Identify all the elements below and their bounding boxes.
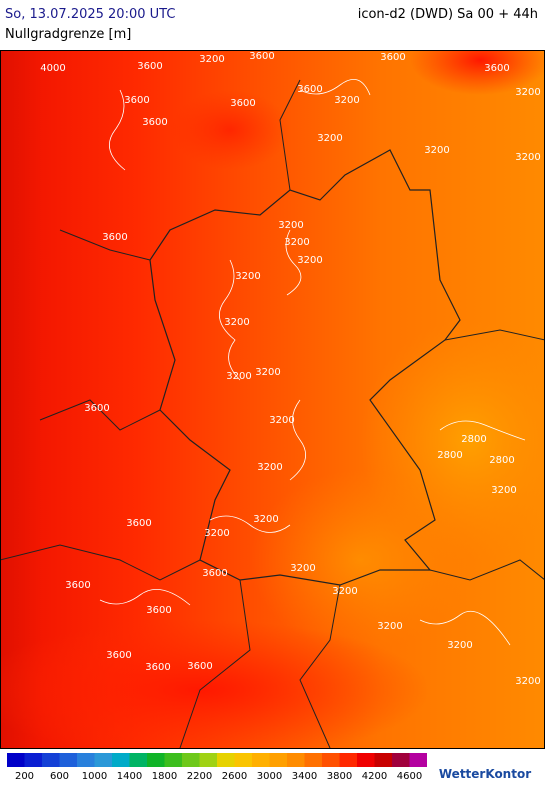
contour-label: 3600	[124, 95, 149, 106]
contour-label: 3200	[278, 220, 303, 231]
legend-swatch	[147, 753, 165, 767]
contour-label: 3200	[253, 514, 278, 525]
contour-label: 3200	[317, 133, 342, 144]
legend-swatch	[129, 753, 147, 767]
warm-area	[250, 470, 470, 650]
contour-line	[99, 78, 526, 646]
legend-tick-label: 3000	[257, 771, 282, 782]
datetime: So, 13.07.2025 20:00 UTC	[5, 7, 175, 22]
legend-swatch	[77, 753, 95, 767]
legend-tick-label: 2600	[222, 771, 247, 782]
legend-tick-label: 4600	[397, 771, 422, 782]
contour-label: 3200	[297, 255, 322, 266]
contour-label: 4000	[40, 63, 65, 74]
legend-swatch	[59, 753, 77, 767]
contour-label: 3600	[137, 61, 162, 72]
legend-swatch	[182, 753, 200, 767]
contour-label: 2800	[489, 455, 514, 466]
legend-swatch	[304, 753, 322, 767]
contour-label: 3600	[65, 580, 90, 591]
parameter: Nullgradgrenze [m]	[5, 27, 131, 42]
legend-tick-label: 600	[50, 771, 69, 782]
legend-swatch	[94, 753, 112, 767]
contour-label: 3600	[380, 52, 405, 63]
legend-swatch	[409, 753, 427, 767]
legend-tick-label: 4200	[362, 771, 387, 782]
legend-swatch	[217, 753, 235, 767]
country-border	[1, 79, 544, 748]
contour-label: 3200	[199, 54, 224, 65]
legend-tick-label: 1400	[117, 771, 142, 782]
legend-swatch	[357, 753, 375, 767]
contour-label: 3200	[424, 145, 449, 156]
model-run: icon-d2 (DWD) Sa 00 + 44h	[358, 7, 538, 22]
legend-swatch	[339, 753, 357, 767]
contour-label: 3600	[106, 650, 131, 661]
legend-tick-label: 200	[15, 771, 34, 782]
contour-labels: 4000 3600 3200 3600 3600 3600 3600 3600 3600 3200…	[40, 51, 540, 687]
color-legend: 200 600 1000 1400 1800 2200 2600 3000 3400 3800 42…	[7, 753, 427, 782]
contour-label: 3600	[102, 232, 127, 243]
contour-label: 3200	[284, 237, 309, 248]
red-area	[410, 51, 544, 95]
contour-label: 3600	[145, 662, 170, 673]
contour-label: 2800	[437, 450, 462, 461]
contour-label: 3200	[515, 87, 540, 98]
legend-swatch	[7, 753, 25, 767]
legend-tick-label: 1000	[82, 771, 107, 782]
legend-tick-label: 3800	[327, 771, 352, 782]
contour-label: 3200	[269, 415, 294, 426]
contour-label: 3200	[290, 563, 315, 574]
contour-label: 3200	[491, 485, 516, 496]
contour-label: 3200	[257, 462, 282, 473]
contour-label: 3600	[249, 51, 274, 62]
contour-label: 3600	[484, 63, 509, 74]
legend-swatch	[234, 753, 252, 767]
legend-swatch	[199, 753, 217, 767]
legend-tick-label: 3400	[292, 771, 317, 782]
legend-swatch	[252, 753, 270, 767]
contour-label: 3600	[202, 568, 227, 579]
legend-swatch	[269, 753, 287, 767]
legend-swatch	[24, 753, 42, 767]
contour-label: 3600	[146, 605, 171, 616]
contour-label: 3200	[447, 640, 472, 651]
legend-swatch	[287, 753, 305, 767]
contour-label: 3600	[230, 98, 255, 109]
red-area	[1, 620, 430, 748]
legend-swatch	[42, 753, 60, 767]
contour-label: 3200	[377, 621, 402, 632]
contour-label: 3200	[334, 95, 359, 106]
contour-label: 3200	[332, 586, 357, 597]
logo: WetterKontor	[439, 767, 531, 781]
contour-label: 3600	[126, 518, 151, 529]
legend-tick-label: 2200	[187, 771, 212, 782]
legend-swatch	[164, 753, 182, 767]
contour-label: 3200	[204, 528, 229, 539]
contour-label: 3200	[226, 371, 251, 382]
legend-swatch	[112, 753, 130, 767]
legend-swatch	[322, 753, 340, 767]
contour-label: 3200	[515, 152, 540, 163]
map: 4000 3600 3200 3600 3600 3600 3600 3600 3600 3200…	[1, 51, 544, 748]
contour-label: 3200	[255, 367, 280, 378]
contour-label: 3200	[515, 676, 540, 687]
contour-label: 2800	[461, 434, 486, 445]
legend-swatch	[392, 753, 410, 767]
contour-label: 3600	[84, 403, 109, 414]
contour-label: 3600	[297, 84, 322, 95]
contour-label: 3600	[187, 661, 212, 672]
red-area	[170, 90, 290, 170]
contour-label: 3200	[235, 271, 260, 282]
legend-swatch	[374, 753, 392, 767]
legend-tick-label: 1800	[152, 771, 177, 782]
contour-label: 3600	[142, 117, 167, 128]
contour-label: 3200	[224, 317, 249, 328]
